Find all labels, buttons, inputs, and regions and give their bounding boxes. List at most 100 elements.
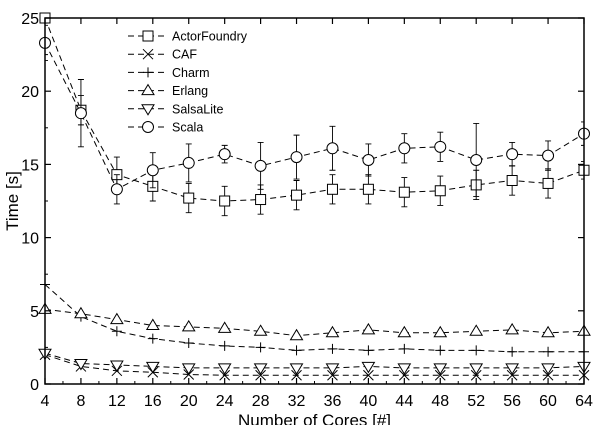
data-point-charm [363,345,374,356]
x-tick-label: 48 [431,393,449,410]
legend-marker [142,121,154,133]
data-point-charm [183,338,194,349]
legend-label: CAF [172,48,197,62]
x-axis-title: Number of Cores [#] [238,411,391,425]
legend-label: Scala [172,121,203,135]
data-point-caf [542,369,554,381]
legend: ActorFoundry CAF Charm Erlang SalsaLite Scala [128,30,248,135]
data-point-caf [327,369,338,381]
data-point-charm [327,343,338,354]
x-tick-label: 8 [76,393,85,410]
data-point-caf [470,369,482,381]
y-tick-label: 0 [30,377,39,394]
data-point-actorfoundry [434,185,446,197]
y-axis-title: Time [s] [3,171,22,231]
data-point-salsalite [109,360,124,372]
series-line-caf [45,354,584,376]
legend-item: Scala [128,121,203,135]
legend-label: SalsaLite [172,102,223,116]
data-point-scala [218,148,231,161]
legend-item: SalsaLite [128,102,223,116]
data-point-salsalite [541,363,555,375]
x-tick-label: 4 [41,393,50,410]
data-point-erlang [541,325,555,338]
data-point-salsalite [361,361,376,374]
data-point-erlang [217,321,232,333]
data-point-actorfoundry [219,195,231,207]
series-actorfoundry [39,12,590,217]
data-point-scala [470,154,483,167]
x-tick-label: 64 [575,393,593,410]
data-point-charm [435,345,446,356]
data-point-erlang [433,325,448,338]
data-point-erlang [505,322,520,335]
data-point-salsalite [289,363,304,375]
data-point-scala [326,142,339,155]
legend-marker [143,67,153,78]
y-tick-label: 20 [21,84,39,101]
data-point-salsalite [181,363,196,375]
data-point-charm [543,346,554,357]
data-point-charm [471,345,482,356]
data-point-caf [291,369,302,381]
legend-item: CAF [128,48,197,62]
data-point-scala [290,151,303,164]
legend-item: Charm [128,66,210,80]
legend-marker [141,104,155,116]
data-point-salsalite [397,363,412,375]
data-point-caf [398,369,410,381]
data-point-charm [399,343,410,354]
legend-marker [142,30,154,42]
x-tick-label: 20 [180,393,198,410]
data-point-caf [219,369,231,381]
data-point-scala [182,156,195,169]
legend-marker [141,83,155,96]
data-point-scala [254,159,267,172]
x-tick-label: 36 [324,393,342,410]
series-scala [39,24,590,205]
y-tick-label: 10 [21,231,39,248]
data-point-actorfoundry [183,192,195,204]
data-point-erlang [469,324,484,336]
y-tick-label: 15 [21,157,39,174]
error-bar [581,121,584,146]
x-tick-label: 60 [539,393,557,410]
data-point-scala [506,148,519,161]
series-line-erlang [45,308,584,337]
x-tick-label: 32 [288,393,306,410]
data-point-actorfoundry [398,186,410,198]
data-point-actorfoundry [326,183,338,195]
data-point-actorfoundry [506,175,518,187]
series-layer [38,12,591,381]
data-point-scala [398,142,411,155]
legend-label: Erlang [172,84,208,98]
data-point-actorfoundry [542,177,554,189]
data-point-erlang [253,324,268,336]
series-charm [40,279,589,357]
x-tick-label: 16 [144,393,162,410]
plot-frame [44,17,585,385]
series-line-scala [45,42,584,190]
legend-label: Charm [172,66,210,80]
x-tick-label: 24 [216,393,234,410]
data-point-charm [147,333,158,344]
legend-label: ActorFoundry [172,30,248,44]
data-point-charm [111,326,122,337]
x-tick-label: 40 [360,393,378,410]
data-point-salsalite [433,363,448,375]
series-line-salsalite [45,352,584,369]
series-erlang [38,302,591,341]
data-point-erlang [74,306,88,319]
data-point-erlang [109,312,124,325]
x-tick-label: 56 [503,393,521,410]
data-point-erlang [361,322,376,335]
y-tick-label: 25 [21,11,39,28]
legend-marker [142,48,154,60]
data-point-erlang [325,325,340,338]
data-point-charm [291,345,302,356]
data-point-caf [255,369,266,381]
data-point-erlang [289,328,304,341]
series-line-actorfoundry [45,18,584,202]
